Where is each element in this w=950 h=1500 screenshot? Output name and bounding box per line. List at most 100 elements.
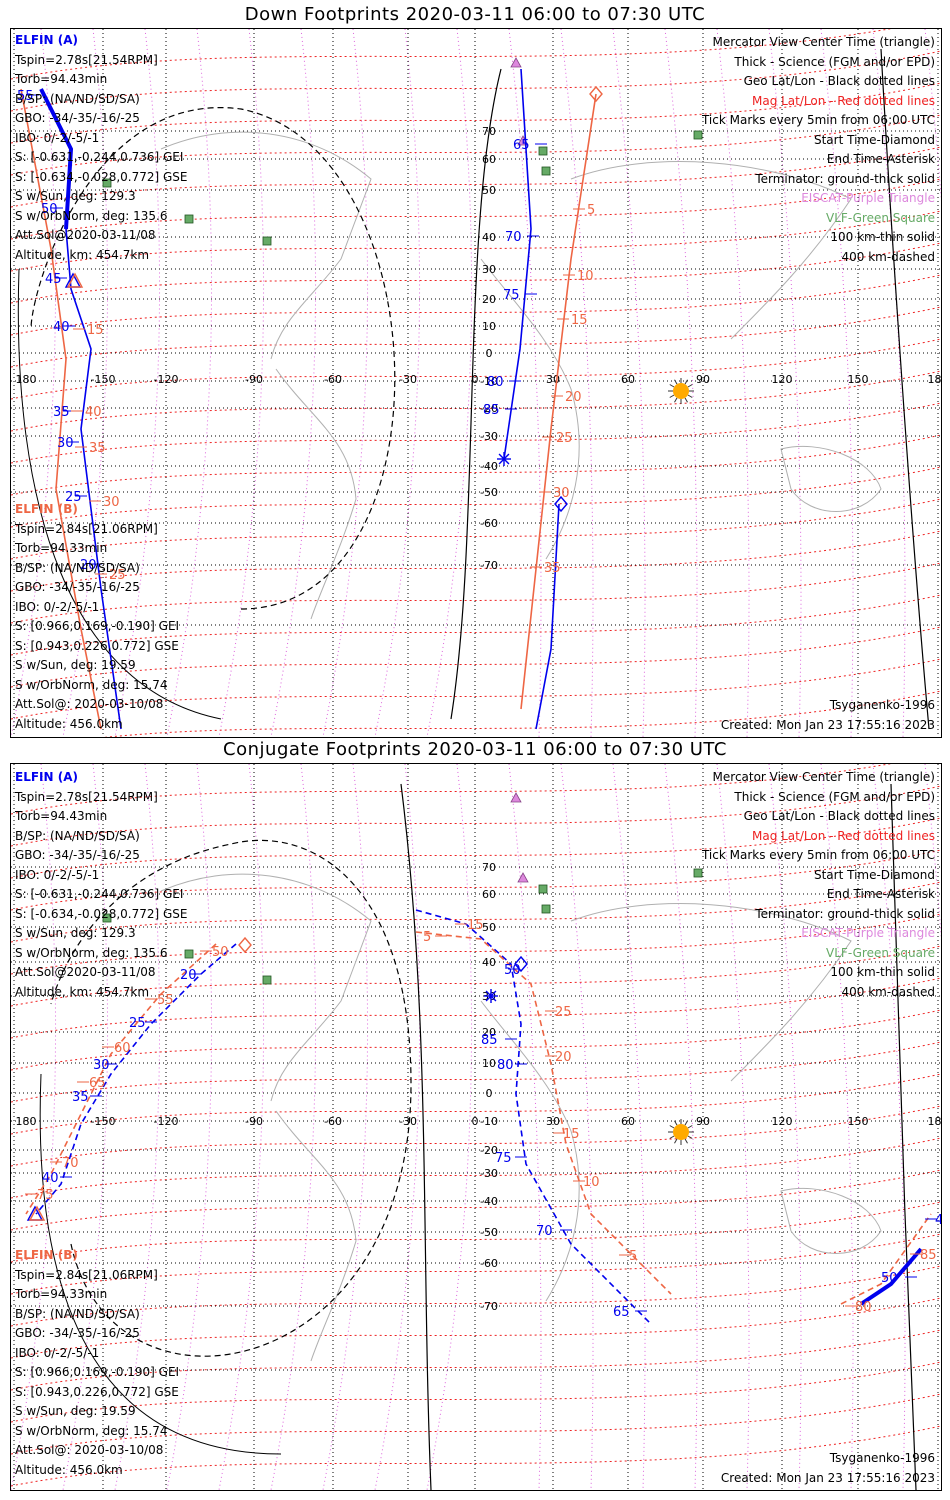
mag-meridian-line (426, 29, 473, 737)
mag-latitude-line (11, 764, 892, 815)
terminator-ground-line (880, 48, 930, 730)
track-tick-label: 25 (556, 431, 573, 446)
sat-a-conjugate-track-science (859, 1247, 923, 1306)
sat-a-line: B/SP: (NA/ND/SD/SA) (15, 828, 140, 843)
end-time-asterisk (485, 990, 497, 1002)
track-tick-label: 35 (544, 561, 561, 576)
track-tick-label: 15 (563, 1127, 580, 1142)
track-tick-label: 80 (497, 1058, 514, 1073)
legend-item: VLF-Green Square (826, 210, 935, 225)
sun-ray (674, 1138, 678, 1144)
legend-item: Terminator: ground-thick solid (755, 906, 935, 921)
mag-latitude-line (11, 817, 941, 879)
mag-latitude-line (11, 594, 941, 656)
mag-latitude-line (11, 178, 941, 240)
lat-tick-label: 10 (482, 320, 496, 333)
track-tick-label: 5 (423, 930, 431, 945)
sat-a-info: ELFIN (A) Tspin=2.78s[21.54RPM] Torb=94.… (15, 31, 188, 265)
sat-b-conjugate-track-east (415, 931, 672, 1295)
vlf-station-square (693, 130, 703, 140)
lat-tick-label: -70 (480, 559, 498, 572)
track-tick-label: 40 (53, 320, 70, 335)
sat-a-line: S: [-0.631,-0.244,0.736] GEI (15, 150, 184, 164)
center-time-triangle (66, 272, 84, 288)
mag-latitude-line (11, 1041, 941, 1103)
lat-tick-label: -40 (480, 460, 498, 473)
mag-latitude-line (11, 466, 941, 528)
legend-item: End Time-Asterisk (826, 152, 935, 166)
lon-tick-label: 180 (928, 373, 942, 386)
sat-b-line: S w/Sun, deg: 19.59 (15, 658, 136, 672)
terminator-400km-line (50, 839, 412, 1357)
mag-meridian-line (664, 764, 698, 1490)
map-canvas: 180-150-120-90-60-3003060901201501807060… (11, 764, 941, 1490)
lat-tick-label: -60 (480, 1257, 498, 1270)
map-legend: Mercator View Center Time (triangle) Thi… (702, 768, 935, 1002)
lat-tick-label: -10 (480, 375, 498, 388)
sat-b-line: S w/Sun, deg: 19.59 (15, 1404, 136, 1418)
sat-a-line: S w/OrbNorm, deg: 135.6 (15, 208, 168, 223)
mag-latitude-line (11, 1073, 941, 1135)
sat-b-info: ELFIN (B) Tspin=2.84s[21.06RPM] Torb=94.… (15, 1246, 179, 1480)
lat-tick-label: -30 (480, 1167, 498, 1180)
lat-tick-label: 70 (482, 125, 496, 138)
sat-a-conjugate-track (35, 943, 237, 1215)
sat-b-line: IBO: 0/-2/-5/-1 (15, 599, 100, 614)
track-tick-label: 45 (935, 1213, 941, 1228)
track-tick-label: 30 (103, 495, 120, 510)
panel-title-conjugate: Conjugate Footprints 2020-03-11 06:00 to… (223, 739, 727, 760)
vlf-station-square (541, 166, 551, 176)
lon-tick-label: 180 (16, 1115, 37, 1128)
lat-tick-label: 30 (482, 263, 496, 276)
lon-tick-label: 180 (16, 373, 37, 386)
track-tick-label: 75 (495, 1151, 512, 1166)
track-tick-label: 80 (855, 1300, 872, 1315)
sat-b-line: Tspin=2.84s[21.06RPM] (15, 521, 158, 536)
sat-a-line: IBO: 0/-2/-5/-1 (15, 867, 100, 882)
footer-credits: Tsyganenko-1996 Created: Mon Jan 23 17:5… (721, 696, 935, 735)
footer-credits: Tsyganenko-1996 Created: Mon Jan 23 17:5… (721, 1449, 935, 1488)
sat-a-line: Torb=94.43min (15, 809, 108, 823)
mag-latitude-line (11, 1009, 941, 1071)
mag-latitude-line (11, 849, 941, 911)
mag-meridian-line (426, 764, 473, 1490)
lon-tick-label: 150 (848, 373, 869, 386)
sat-b-line: S w/OrbNorm, deg: 15.74 (15, 677, 168, 692)
center-time-triangle (28, 1205, 46, 1221)
track-tick-label: 5 (587, 203, 595, 218)
track-tick-label: 20 (565, 390, 582, 405)
terminator-400km-line (30, 106, 396, 610)
mag-latitude-line (11, 210, 941, 272)
mag-latitude-line (11, 913, 941, 975)
lat-tick-label: -10 (480, 1115, 498, 1128)
mag-meridian-line (768, 29, 802, 737)
track-tick-label: 25 (555, 1005, 572, 1020)
sat-a-line: Altitude, km: 454.7km (15, 984, 150, 999)
legend-item: 100 km-thin solid (830, 230, 935, 244)
sat-b-line: Altitude: 456.0km (15, 716, 123, 731)
sun-ray (669, 1125, 675, 1129)
sat-a-line: Att.Sol@2020-03-11/08 (15, 965, 156, 979)
coastline (275, 1110, 357, 1362)
mag-latitude-line (11, 881, 941, 943)
start-time-diamond (514, 955, 528, 973)
track-tick-label: 50 (41, 202, 58, 217)
track-tick-label: 30 (93, 1058, 110, 1073)
sun-ray (674, 1120, 678, 1126)
track-tick-label: 85 (481, 1033, 498, 1048)
eiscat-station-triangle (517, 872, 529, 883)
track-tick-label: 10 (583, 1175, 600, 1190)
mag-latitude-line (11, 82, 941, 144)
coastline (480, 258, 580, 560)
lat-tick-label: -20 (480, 402, 498, 415)
sun-ray (687, 384, 693, 388)
eiscat-station-triangle (510, 792, 522, 803)
lat-tick-label: -50 (480, 1226, 498, 1239)
lon-tick-label: -150 (91, 1115, 116, 1128)
coastline (570, 903, 852, 1082)
sun-ray (684, 1138, 688, 1144)
terminator-100km-line (17, 268, 222, 720)
sun-ray (669, 1135, 675, 1139)
mag-latitude-line (104, 690, 941, 737)
legend-item: Geo Lat/Lon - Black dotted lines (743, 74, 935, 88)
